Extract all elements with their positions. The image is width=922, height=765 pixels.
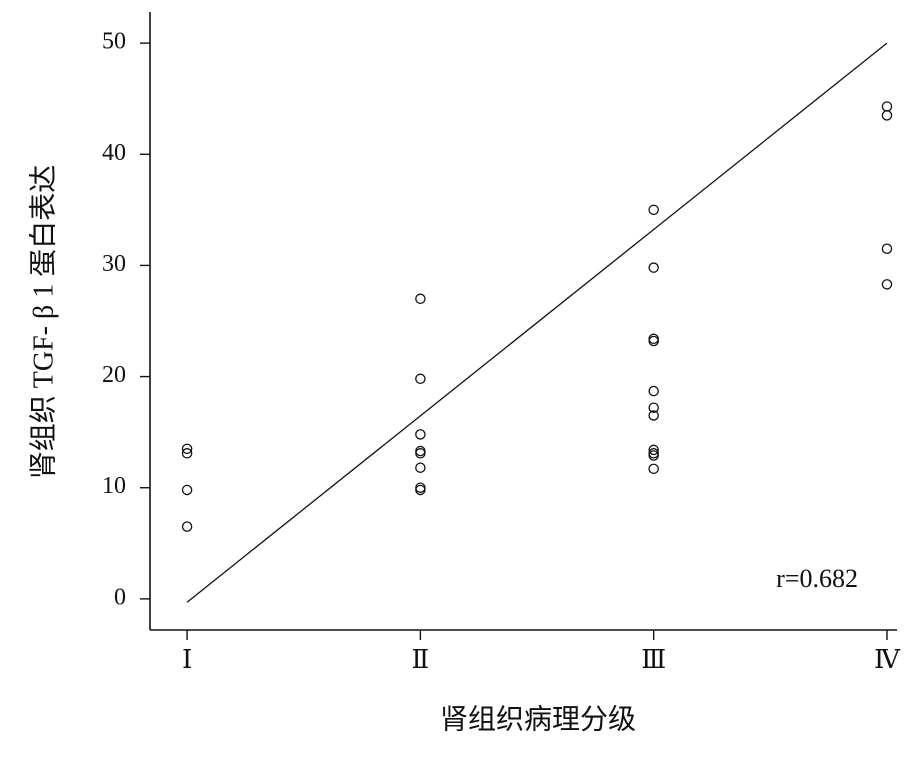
- x-tick-label: Ⅳ: [874, 645, 901, 674]
- point: [648, 450, 659, 461]
- point: [181, 448, 193, 459]
- y-tick-label: 40: [102, 140, 126, 166]
- y-axis-label: 肾组织 TGF- β 1 蛋白表达: [27, 165, 59, 479]
- point: [415, 482, 426, 493]
- point: [648, 335, 659, 347]
- point: [415, 373, 426, 385]
- point: [415, 293, 426, 305]
- point: [415, 462, 426, 473]
- annotation: r=0.682: [776, 564, 858, 593]
- y-tick-label: 10: [102, 473, 126, 499]
- point: [181, 521, 193, 532]
- trend-line: [186, 42, 888, 603]
- point: [181, 484, 193, 496]
- x-tick-label: Ⅰ: [182, 645, 192, 674]
- y-tick-label: 20: [102, 362, 126, 388]
- x-tick-label: Ⅲ: [641, 645, 666, 674]
- x-tick-label: Ⅱ: [412, 645, 430, 674]
- point: [648, 402, 659, 413]
- point: [415, 445, 426, 457]
- point: [881, 243, 893, 255]
- y-tick-label: 0: [114, 584, 126, 610]
- point: [648, 333, 659, 345]
- point: [648, 410, 659, 421]
- point: [881, 101, 893, 112]
- point: [181, 443, 193, 455]
- point: [648, 444, 659, 456]
- point: [415, 448, 426, 459]
- y-tick-label: 30: [102, 251, 126, 277]
- point: [648, 463, 659, 475]
- point: [648, 262, 659, 273]
- point: [881, 110, 893, 121]
- x-axis-label: 肾组织病理分级: [440, 703, 636, 735]
- point: [415, 484, 426, 496]
- point: [881, 279, 893, 290]
- y-tick-label: 50: [102, 29, 126, 55]
- point: [648, 204, 659, 216]
- point: [648, 385, 659, 397]
- point: [415, 429, 426, 440]
